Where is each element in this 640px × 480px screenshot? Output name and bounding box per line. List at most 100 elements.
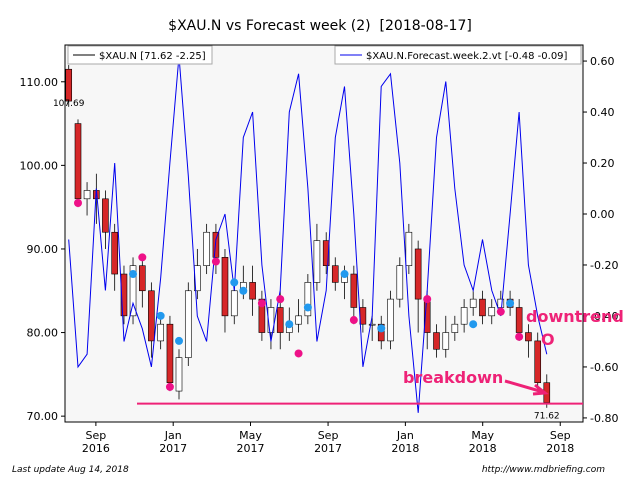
candle-body — [65, 68, 73, 102]
candle-body — [451, 323, 459, 333]
candle-body — [515, 307, 523, 333]
signal-dot — [276, 295, 285, 304]
candle-body — [469, 298, 477, 308]
y2-tick-label: 0.40 — [590, 106, 615, 119]
legend-label: $XAU.N.Forecast.week.2.vt [-0.48 -0.09] — [366, 51, 568, 62]
y2-tick-label: -0.80 — [590, 412, 618, 425]
candle-body — [433, 332, 440, 350]
x-tick-label: May 2018 — [469, 429, 497, 455]
candle-body — [148, 290, 155, 342]
annotation: breakdown — [403, 368, 503, 387]
x-tick-label: Sep 2018 — [546, 429, 574, 455]
candle-body — [157, 323, 164, 342]
candle-body — [414, 248, 422, 300]
candle-body — [313, 240, 321, 283]
legend-left — [67, 45, 213, 65]
candle-body — [175, 357, 183, 392]
signal-dot — [138, 253, 147, 262]
candle-body — [488, 307, 496, 317]
candle-body — [387, 298, 394, 342]
y2-tick-label: -0.20 — [590, 259, 618, 272]
y2-tick-label: -0.60 — [590, 361, 618, 374]
signal-dot — [230, 278, 239, 287]
candle-body — [460, 307, 468, 325]
candle-body — [525, 332, 532, 342]
legend-right — [334, 45, 582, 65]
candle-body — [276, 307, 284, 333]
signal-dot — [285, 320, 294, 329]
signal-dot — [175, 336, 184, 345]
signal-dot — [239, 286, 248, 295]
signal-dot — [129, 270, 138, 279]
candle-body — [102, 198, 109, 233]
candle-body — [184, 290, 192, 358]
x-tick-label: Jan 2017 — [159, 429, 187, 455]
footer-left: Last update Aug 14, 2018 — [12, 465, 129, 475]
arrow — [504, 379, 549, 396]
y2-tick-label: -0.40 — [590, 310, 618, 323]
candle-body — [221, 257, 229, 317]
forecast-line — [68, 55, 548, 413]
candle-body — [139, 265, 146, 292]
candle-body — [331, 265, 339, 283]
y-tick-label: 80.00 — [27, 327, 59, 340]
signal-dot — [340, 270, 349, 279]
signal-dot — [496, 307, 505, 316]
y2-tick-label: 0.00 — [590, 208, 615, 221]
candle-body — [497, 298, 505, 308]
chart-title: $XAU.N vs Forecast week (2) [2018-08-17] — [168, 18, 472, 34]
candle-body — [377, 323, 385, 342]
candle-body — [230, 290, 238, 317]
candle-body — [322, 240, 330, 266]
candle-body — [203, 231, 210, 266]
candle-body — [295, 315, 302, 325]
signal-dot — [506, 299, 515, 308]
signal-dot — [74, 198, 83, 207]
x-tick-label: May 2017 — [237, 429, 265, 455]
value-label: 107.69 — [53, 99, 85, 109]
candle-body — [479, 298, 486, 317]
signal-dot — [303, 303, 312, 312]
candle-body — [396, 265, 404, 300]
candle-body — [74, 123, 82, 200]
candle-body — [405, 231, 413, 266]
signal-dot — [515, 332, 524, 341]
signal-dot — [294, 349, 303, 358]
candle-body — [304, 282, 312, 317]
y-tick-label: 70.00 — [27, 410, 59, 423]
annotation: downtrend — [526, 307, 624, 326]
signal-dot — [257, 299, 266, 308]
candle-body — [534, 340, 542, 384]
y-tick-label: 100.00 — [20, 159, 59, 172]
legend-label: $XAU.N [71.62 -2.25] — [99, 51, 206, 62]
signal-dot — [423, 295, 432, 304]
signal-dot — [156, 311, 165, 320]
signal-dot — [377, 324, 386, 333]
value-label: 71.62 — [534, 412, 560, 422]
signal-dot — [349, 316, 358, 325]
y2-tick-label: 0.60 — [590, 55, 615, 68]
x-tick-label: Sep 2017 — [314, 429, 342, 455]
candle-body — [359, 307, 367, 325]
candle-body — [166, 323, 174, 384]
candle-body — [368, 323, 376, 326]
y-tick-label: 90.00 — [27, 243, 59, 256]
candle-body — [258, 298, 266, 333]
annotation: O — [541, 330, 555, 349]
candle-body — [120, 273, 128, 317]
x-tick-label: Sep 2016 — [82, 429, 110, 455]
y2-tick-label: 0.20 — [590, 157, 615, 170]
candle-body — [111, 231, 118, 275]
x-tick-label: Jan 2018 — [391, 429, 419, 455]
footer-right: http://www.mdbriefing.com — [482, 465, 605, 475]
y-tick-label: 110.00 — [20, 76, 59, 89]
signal-dot — [469, 320, 478, 329]
candle-body — [442, 332, 450, 350]
candle-body — [129, 265, 137, 317]
candle-body — [350, 273, 358, 308]
candle-body — [249, 282, 256, 300]
plot-area — [64, 44, 584, 423]
signal-dot — [211, 257, 220, 266]
candle-body — [83, 190, 91, 200]
